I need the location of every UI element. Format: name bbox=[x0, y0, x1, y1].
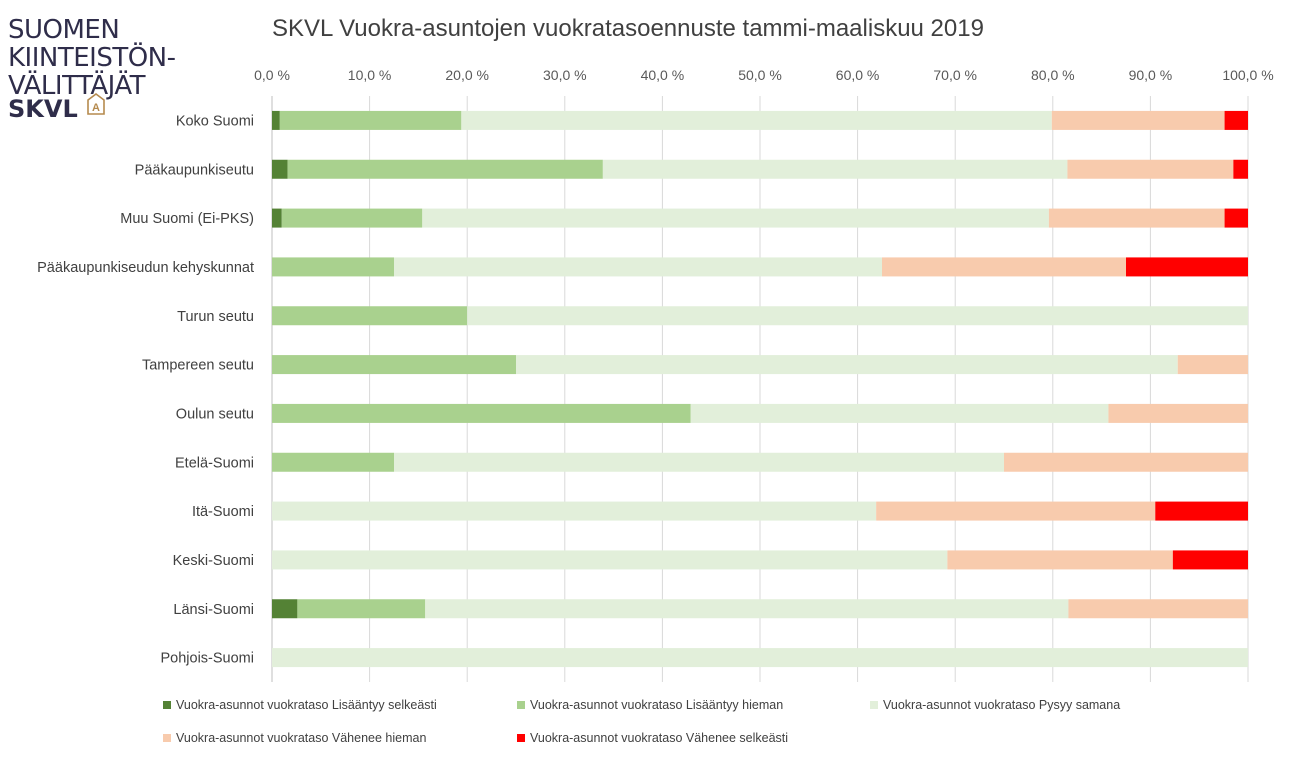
bar-segment bbox=[1068, 599, 1248, 619]
bar-segment bbox=[947, 550, 1173, 570]
legend-label: Vuokra-asunnot vuokrataso Pysyy samana bbox=[883, 698, 1120, 712]
bar-segment bbox=[272, 648, 1248, 668]
bar-segment bbox=[272, 355, 516, 375]
skvl-logo: SUOMEN KIINTEISTÖN- VÄLITTÄJÄT SKVL A bbox=[8, 10, 208, 125]
bar-segment bbox=[1051, 110, 1225, 130]
logo-house-glyph: A bbox=[92, 102, 100, 114]
house-icon: A bbox=[87, 93, 105, 115]
x-tick-label: 0,0 % bbox=[254, 67, 290, 83]
bar-segment bbox=[279, 110, 462, 130]
bar-segment bbox=[1067, 159, 1234, 179]
bar-segment bbox=[1004, 452, 1248, 472]
x-tick-label: 30,0 % bbox=[543, 67, 587, 83]
bar-segment bbox=[1172, 550, 1248, 570]
bar-segment bbox=[394, 452, 1004, 472]
bar-segment bbox=[425, 599, 1069, 619]
logo-line-3: VÄLITTÄJÄT bbox=[8, 69, 146, 101]
legend-label: Vuokra-asunnot vuokrataso Lisääntyy hiem… bbox=[530, 698, 783, 712]
x-tick-label: 90,0 % bbox=[1129, 67, 1173, 83]
category-label: Länsi-Suomi bbox=[173, 602, 254, 618]
bar-segment bbox=[1048, 208, 1225, 228]
bar-segment bbox=[1233, 159, 1248, 179]
bar-segment bbox=[272, 208, 282, 228]
legend-swatch bbox=[517, 734, 525, 742]
bar-segment bbox=[272, 403, 691, 423]
bar-segment bbox=[287, 159, 603, 179]
category-label: Pääkaupunkiseudun kehyskunnat bbox=[37, 260, 254, 276]
x-tick-label: 70,0 % bbox=[933, 67, 977, 83]
category-label: Keski-Suomi bbox=[173, 553, 254, 569]
x-tick-label: 50,0 % bbox=[738, 67, 782, 83]
bar-segment bbox=[394, 257, 882, 277]
category-label: Pääkaupunkiseutu bbox=[135, 162, 254, 178]
category-label: Oulun seutu bbox=[176, 406, 254, 422]
bar-segment bbox=[461, 110, 1052, 130]
category-label: Tampereen seutu bbox=[142, 358, 254, 374]
bar-segment bbox=[516, 355, 1178, 375]
bar-segment bbox=[272, 550, 948, 570]
legend-swatch bbox=[163, 701, 171, 709]
logo-brand: SKVL bbox=[8, 95, 78, 123]
category-label: Koko Suomi bbox=[176, 113, 254, 129]
legend-label: Vuokra-asunnot vuokrataso Vähenee hieman bbox=[176, 731, 426, 745]
x-tick-label: 40,0 % bbox=[641, 67, 685, 83]
bar-segment bbox=[1126, 257, 1248, 277]
bar-segment bbox=[281, 208, 423, 228]
category-label: Pohjois-Suomi bbox=[161, 651, 255, 667]
bar-segment bbox=[272, 257, 394, 277]
bar-segment bbox=[422, 208, 1049, 228]
bar-segment bbox=[272, 110, 280, 130]
bar-segment bbox=[1224, 110, 1248, 130]
legend-label: Vuokra-asunnot vuokrataso Vähenee selkeä… bbox=[530, 731, 788, 745]
bar-segment bbox=[467, 306, 1248, 326]
bar-segment bbox=[876, 501, 1156, 521]
x-tick-label: 100,0 % bbox=[1222, 67, 1273, 83]
legend-label: Vuokra-asunnot vuokrataso Lisääntyy selk… bbox=[176, 698, 437, 712]
bar-segment bbox=[1108, 403, 1248, 423]
bar-segment bbox=[1177, 355, 1248, 375]
legend-swatch bbox=[517, 701, 525, 709]
x-tick-label: 60,0 % bbox=[836, 67, 880, 83]
x-tick-label: 20,0 % bbox=[445, 67, 489, 83]
bar-segment bbox=[882, 257, 1126, 277]
bar-segment bbox=[272, 599, 298, 619]
bar-segment bbox=[297, 599, 426, 619]
bar-segment bbox=[1155, 501, 1248, 521]
bar-segment bbox=[272, 452, 394, 472]
legend-swatch bbox=[870, 701, 878, 709]
bar-segment bbox=[1224, 208, 1248, 228]
category-label: Etelä-Suomi bbox=[175, 455, 254, 471]
chart-title: SKVL Vuokra-asuntojen vuokratasoennuste … bbox=[272, 15, 984, 42]
category-label: Muu Suomi (Ei-PKS) bbox=[120, 211, 254, 227]
logo-line-1: SUOMEN bbox=[8, 15, 119, 45]
x-tick-label: 80,0 % bbox=[1031, 67, 1075, 83]
bar-segment bbox=[602, 159, 1068, 179]
category-label: Turun seutu bbox=[177, 309, 254, 325]
logo-line-2: KIINTEISTÖN- bbox=[8, 41, 176, 73]
bar-segment bbox=[272, 306, 468, 326]
bar-segment bbox=[690, 403, 1109, 423]
category-label: Itä-Suomi bbox=[192, 504, 254, 520]
legend-swatch bbox=[163, 734, 171, 742]
bar-segment bbox=[272, 501, 877, 521]
x-tick-label: 10,0 % bbox=[348, 67, 392, 83]
bar-segment bbox=[272, 159, 288, 179]
